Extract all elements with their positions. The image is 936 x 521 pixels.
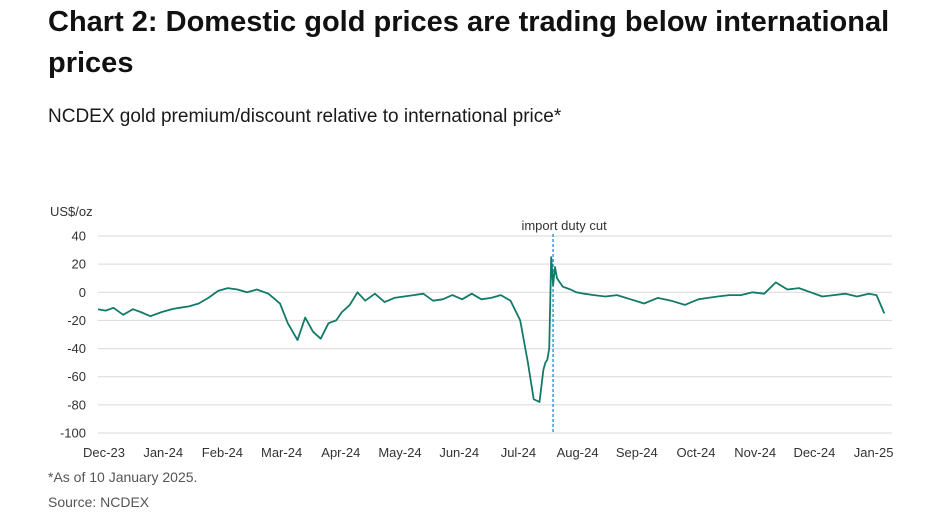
y-tick-label: 20 [72,257,86,272]
x-tick-label: Oct-24 [676,445,715,460]
x-tick-label: Apr-24 [321,445,360,460]
x-tick-label: Jun-24 [439,445,479,460]
y-tick-label: -20 [67,313,86,328]
x-tick-label: Dec-24 [793,445,835,460]
x-tick-label: Jan-25 [854,445,894,460]
x-tick-label: May-24 [378,445,421,460]
x-tick-label: Aug-24 [557,445,599,460]
chart-subtitle: NCDEX gold premium/discount relative to … [48,106,562,127]
line-chart: US$/oz 40 20 0 -20 -40 -60 -80 -100 Dec-23 Jan-24 F… [50,204,894,460]
y-tick-label: -40 [67,341,86,356]
y-tick-label: -100 [60,426,86,441]
y-tick-label: -60 [67,369,86,384]
footnote: *As of 10 January 2025. [48,469,198,485]
y-tick-label: -80 [67,397,86,412]
x-tick-label: Jan-24 [143,445,183,460]
annotation-label: import duty cut [521,218,607,233]
source-note: Source: NCDEX [48,494,150,510]
x-tick-label: Sep-24 [616,445,658,460]
x-tick-label: Jul-24 [501,445,536,460]
y-tick-label: 40 [72,229,86,244]
y-tick-label: 0 [79,285,86,300]
series-line [97,256,886,403]
y-axis-label: US$/oz [50,204,93,219]
x-tick-label: Nov-24 [734,445,776,460]
x-tick-label: Dec-23 [83,445,125,460]
x-tick-label: Mar-24 [261,445,302,460]
x-tick-label: Feb-24 [202,445,243,460]
chart-title: Chart 2: Domestic gold prices are tradin… [48,6,890,79]
